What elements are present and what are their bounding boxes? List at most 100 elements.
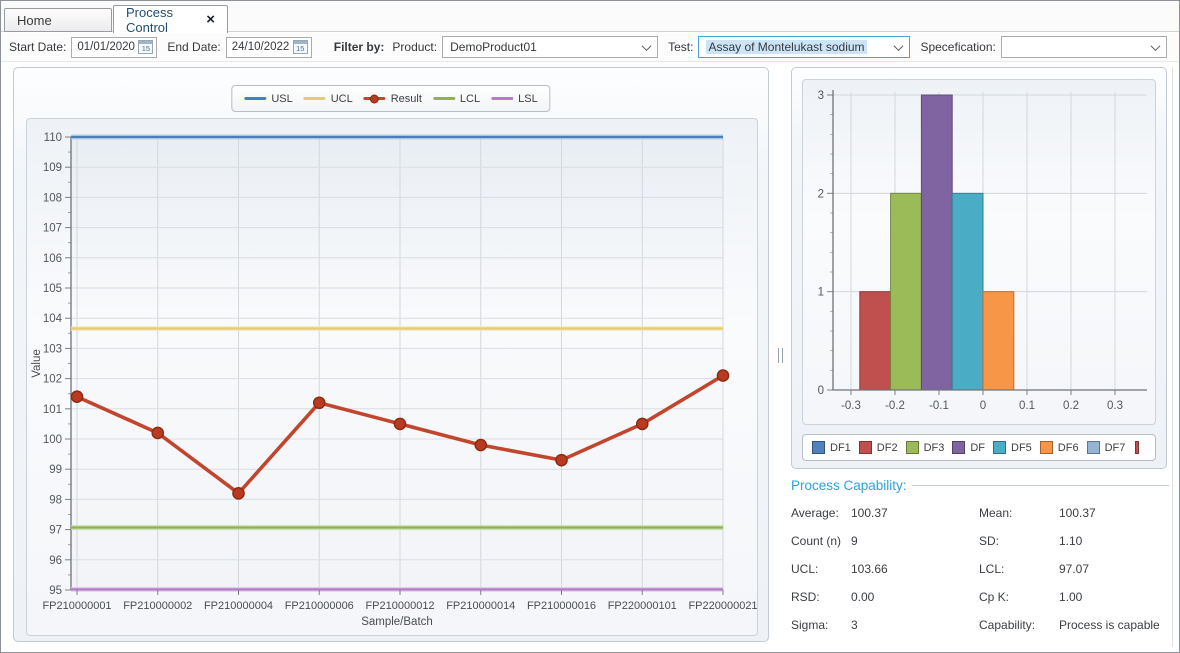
stat-label: Sigma: — [791, 618, 851, 632]
legend-item-df[interactable]: DF — [952, 441, 985, 454]
end-date-input[interactable]: 24/10/2022 15 — [226, 37, 312, 58]
process-capability-title-text: Process Capability: — [791, 478, 907, 493]
specification-dropdown[interactable] — [1001, 36, 1167, 58]
stat-value: 1.10 — [1059, 534, 1169, 548]
legend-item-truncated[interactable] — [1133, 441, 1139, 454]
svg-text:-0.1: -0.1 — [929, 400, 949, 412]
tab-process-control[interactable]: Process Control × — [113, 5, 228, 33]
tab-home[interactable]: Home — [4, 8, 112, 32]
legend-swatch-icon — [906, 441, 919, 454]
svg-text:FP210000016: FP210000016 — [527, 600, 596, 612]
product-dropdown[interactable]: DemoProduct01 — [442, 36, 658, 58]
legend-item-result[interactable]: Result — [364, 93, 422, 105]
panel-splitter[interactable] — [772, 67, 788, 642]
legend-swatch-icon — [1040, 441, 1053, 454]
legend-label: LSL — [518, 93, 538, 105]
legend-item-df5[interactable]: DF5 — [993, 441, 1032, 454]
stat-value: 0.00 — [851, 590, 979, 604]
legend-label: DF2 — [877, 442, 898, 454]
test-value: Assay of Montelukast sodium — [706, 40, 866, 54]
legend-item-ucl[interactable]: UCL — [304, 93, 353, 105]
legend-label: UCL — [331, 93, 353, 105]
legend-item-usl[interactable]: USL — [244, 93, 292, 105]
tab-home-label: Home — [17, 13, 52, 28]
legend-label: DF7 — [1105, 442, 1126, 454]
svg-text:98: 98 — [49, 494, 62, 506]
legend-swatch-icon — [491, 97, 513, 100]
svg-text:108: 108 — [43, 192, 62, 204]
filter-by-label: Filter by: — [334, 40, 385, 54]
legend-label: DF5 — [1011, 442, 1032, 454]
spc-panel: USLUCLResultLCLLSL 959697989910010110210… — [13, 67, 769, 642]
svg-text:96: 96 — [49, 555, 62, 567]
svg-text:FP220000021: FP220000021 — [688, 600, 757, 612]
svg-text:104: 104 — [43, 313, 63, 325]
legend-label: DF — [970, 442, 985, 454]
legend-swatch-icon — [304, 97, 326, 100]
svg-text:100: 100 — [43, 434, 62, 446]
legend-label: DF6 — [1058, 442, 1079, 454]
histogram-chart-svg: 0123-0.3-0.2-0.100.10.20.3 — [803, 80, 1155, 424]
legend-label: LCL — [460, 93, 480, 105]
svg-text:2: 2 — [818, 188, 824, 200]
chevron-down-icon — [642, 41, 652, 51]
legend-marker-icon — [370, 94, 379, 103]
legend-swatch-icon — [859, 441, 872, 454]
stat-label: RSD: — [791, 590, 851, 604]
legend-item-df7[interactable]: DF7 — [1087, 441, 1126, 454]
svg-text:109: 109 — [43, 162, 62, 174]
stat-value: 100.37 — [851, 506, 979, 520]
calendar-icon[interactable]: 15 — [293, 40, 308, 54]
svg-text:1: 1 — [818, 287, 824, 299]
legend-label: USL — [271, 93, 292, 105]
stat-label: Capability: — [979, 618, 1059, 632]
svg-text:97: 97 — [49, 525, 62, 537]
legend-swatch-icon — [993, 441, 1006, 454]
stat-label: Average: — [791, 506, 851, 520]
legend-item-df3[interactable]: DF3 — [906, 441, 945, 454]
title-rule — [912, 485, 1169, 486]
stat-value: 9 — [851, 534, 979, 548]
stat-value: Process is capable — [1059, 618, 1169, 632]
legend-label: Result — [391, 93, 422, 105]
stat-value: 103.66 — [851, 562, 979, 576]
legend-item-df2[interactable]: DF2 — [859, 441, 898, 454]
start-date-value: 01/01/2020 — [77, 41, 135, 53]
stat-value: 97.07 — [1059, 562, 1169, 576]
svg-text:0: 0 — [980, 400, 986, 412]
stat-value: 100.37 — [1059, 506, 1169, 520]
svg-text:FP210000006: FP210000006 — [285, 600, 354, 612]
stat-label: UCL: — [791, 562, 851, 576]
svg-text:110: 110 — [44, 132, 62, 144]
end-date-label: End Date: — [167, 40, 220, 54]
stat-label: SD: — [979, 534, 1059, 548]
tab-close-icon[interactable]: × — [206, 12, 215, 27]
process-capability-title: Process Capability: — [791, 478, 1169, 493]
legend-swatch-icon — [1087, 441, 1100, 454]
legend-item-lsl[interactable]: LSL — [491, 93, 538, 105]
svg-text:99: 99 — [49, 464, 62, 476]
spc-chart-svg: 9596979899100101102103104105106107108109… — [27, 119, 757, 635]
legend-swatch-icon — [952, 441, 965, 454]
svg-text:FP210000002: FP210000002 — [123, 600, 192, 612]
stat-label: Count (n) — [791, 534, 851, 548]
start-date-input[interactable]: 01/01/2020 15 — [71, 37, 157, 58]
test-dropdown[interactable]: Assay of Montelukast sodium — [698, 36, 910, 58]
svg-text:3: 3 — [818, 90, 824, 102]
legend-item-df1[interactable]: DF1 — [812, 441, 851, 454]
process-capability-grid: Average:100.37Mean:100.37Count (n)9SD:1.… — [791, 506, 1169, 632]
calendar-icon[interactable]: 15 — [138, 40, 153, 54]
app-window: Home Process Control × Start Date: 01/01… — [0, 0, 1180, 653]
svg-text:102: 102 — [43, 374, 62, 386]
legend-item-df6[interactable]: DF6 — [1040, 441, 1079, 454]
stat-value: 1.00 — [1059, 590, 1169, 604]
legend-item-lcl[interactable]: LCL — [433, 93, 480, 105]
svg-text:FP210000004: FP210000004 — [204, 600, 273, 612]
svg-text:0: 0 — [818, 385, 824, 397]
tab-process-control-label: Process Control — [126, 5, 197, 35]
stat-value: 3 — [851, 618, 979, 632]
svg-text:105: 105 — [43, 283, 62, 295]
svg-text:0.2: 0.2 — [1063, 400, 1079, 412]
chevron-down-icon — [1151, 41, 1161, 51]
start-date-label: Start Date: — [9, 40, 66, 54]
